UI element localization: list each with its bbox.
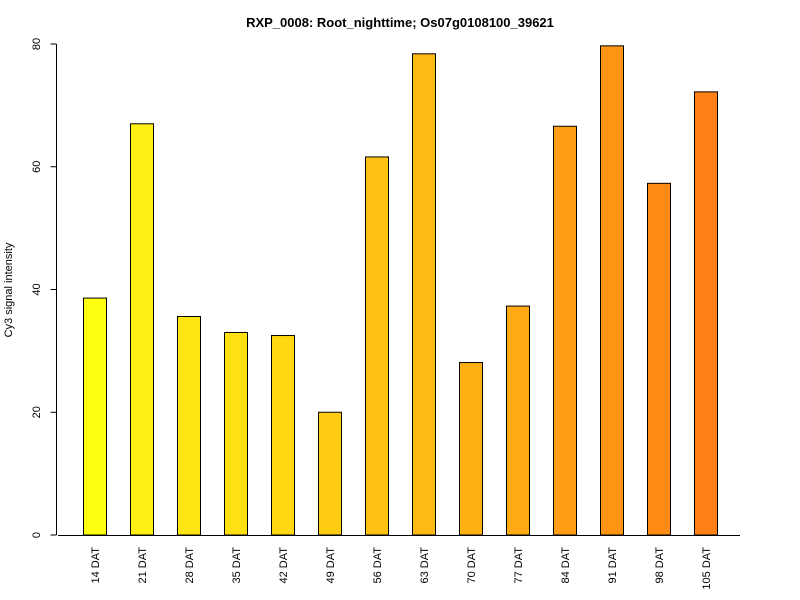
y-axis-label: Cy3 signal intensity	[3, 242, 15, 337]
y-tick-label: 40	[31, 283, 43, 295]
y-axis: 0 20 40 60 80	[31, 38, 57, 538]
bars	[83, 45, 718, 536]
x-axis-tick-labels: 14 DAT 21 DAT 28 DAT 35 DAT 42 DAT 49 DAT 56 D…	[90, 547, 713, 590]
bar	[224, 331, 248, 536]
x-tick-label: 98 DAT	[654, 547, 666, 584]
x-tick-label: 42 DAT	[278, 547, 290, 584]
x-tick-label: 28 DAT	[184, 547, 196, 584]
bar	[412, 53, 436, 536]
chart-title: RXP_0008: Root_nighttime; Os07g0108100_3…	[246, 15, 554, 30]
y-tick-label: 80	[31, 38, 43, 50]
x-tick-label: 84 DAT	[560, 547, 572, 584]
bar	[318, 411, 342, 536]
y-tick-label: 20	[31, 406, 43, 418]
bar	[600, 45, 624, 536]
x-tick-label: 91 DAT	[607, 547, 619, 584]
x-tick-label: 56 DAT	[372, 547, 384, 584]
x-tick-label: 35 DAT	[231, 547, 243, 584]
bar	[459, 362, 483, 536]
bar	[506, 305, 530, 536]
x-tick-label: 63 DAT	[419, 547, 431, 584]
x-tick-label: 77 DAT	[513, 547, 525, 584]
y-tick-label: 0	[31, 532, 43, 538]
x-tick-label: 70 DAT	[466, 547, 478, 584]
y-tick-label: 60	[31, 161, 43, 173]
bar	[83, 297, 107, 536]
bar	[130, 123, 154, 536]
x-tick-label: 21 DAT	[137, 547, 149, 584]
x-tick-label: 14 DAT	[90, 547, 102, 584]
bar	[177, 316, 201, 536]
bar	[271, 335, 295, 536]
x-tick-label: 105 DAT	[701, 547, 713, 590]
bar	[553, 125, 577, 536]
bar	[647, 182, 671, 536]
x-tick-label: 49 DAT	[325, 547, 337, 584]
bar	[365, 156, 389, 536]
bar	[694, 91, 718, 536]
